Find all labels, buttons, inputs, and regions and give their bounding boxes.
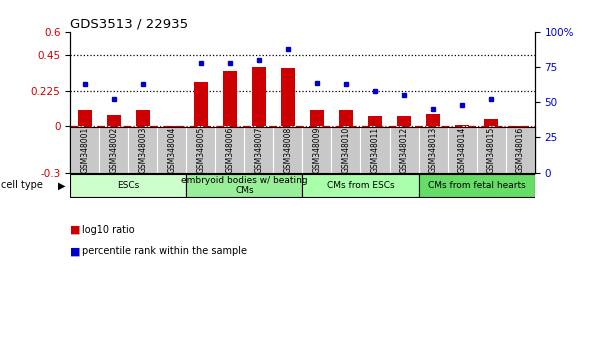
Text: GSM348007: GSM348007 <box>254 126 263 173</box>
FancyBboxPatch shape <box>186 174 302 197</box>
Text: GSM348013: GSM348013 <box>428 126 437 173</box>
Text: GSM348014: GSM348014 <box>458 126 467 173</box>
Text: ▶: ▶ <box>58 181 65 190</box>
Bar <box>484 119 499 126</box>
Text: CMs from fetal hearts: CMs from fetal hearts <box>428 181 525 190</box>
Bar <box>310 110 324 126</box>
Bar <box>78 110 92 126</box>
Text: GSM348005: GSM348005 <box>196 126 205 173</box>
Text: embryoid bodies w/ beating
CMs: embryoid bodies w/ beating CMs <box>181 176 308 195</box>
Bar <box>194 82 208 126</box>
Bar <box>106 115 121 126</box>
Bar <box>280 68 295 126</box>
FancyBboxPatch shape <box>70 174 186 197</box>
Text: GSM348006: GSM348006 <box>225 126 235 173</box>
Bar <box>513 126 527 137</box>
Text: ■: ■ <box>70 225 81 235</box>
Text: log10 ratio: log10 ratio <box>82 225 135 235</box>
Bar <box>164 126 179 160</box>
Text: percentile rank within the sample: percentile rank within the sample <box>82 246 247 256</box>
Text: ■: ■ <box>70 246 81 256</box>
Text: GSM348010: GSM348010 <box>342 126 351 173</box>
Text: GSM348016: GSM348016 <box>516 126 525 173</box>
Text: GSM348002: GSM348002 <box>109 126 119 173</box>
Text: CMs from ESCs: CMs from ESCs <box>327 181 394 190</box>
Bar <box>338 110 353 126</box>
Bar <box>136 110 150 126</box>
Text: GSM348015: GSM348015 <box>486 126 496 173</box>
Bar <box>426 114 441 126</box>
Text: ESCs: ESCs <box>117 181 139 190</box>
FancyBboxPatch shape <box>302 174 419 197</box>
Text: GSM348012: GSM348012 <box>400 127 409 173</box>
Bar <box>455 125 469 126</box>
Text: GSM348008: GSM348008 <box>284 126 293 173</box>
Text: cell type: cell type <box>1 181 46 190</box>
Bar <box>222 71 237 126</box>
Bar <box>397 115 411 126</box>
Text: GSM348004: GSM348004 <box>167 126 177 173</box>
Bar <box>252 67 266 126</box>
Bar <box>368 115 382 126</box>
FancyBboxPatch shape <box>419 174 535 197</box>
Text: GSM348009: GSM348009 <box>312 126 321 173</box>
Text: GSM348001: GSM348001 <box>80 126 89 173</box>
Text: GSM348003: GSM348003 <box>138 126 147 173</box>
Text: GSM348011: GSM348011 <box>370 127 379 173</box>
Text: GDS3513 / 22935: GDS3513 / 22935 <box>70 18 188 31</box>
